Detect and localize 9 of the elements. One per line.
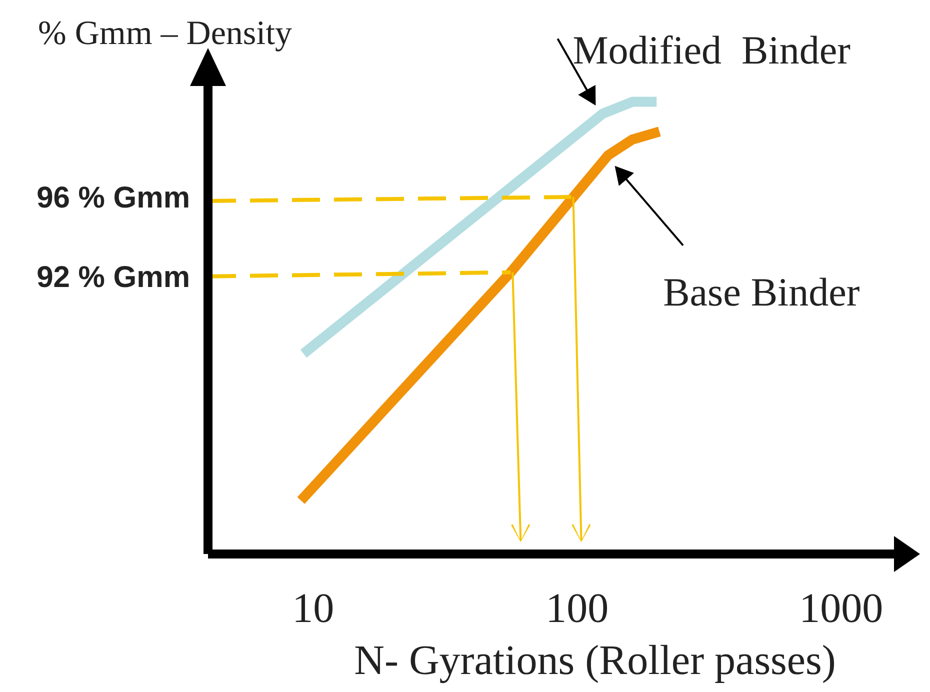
- x-tick-label: 100: [546, 586, 609, 632]
- y-tick-label: 96 % Gmm: [36, 182, 190, 215]
- x-tick-label: 10: [292, 586, 334, 632]
- series-label: Modified Binder: [572, 28, 850, 73]
- text: Base Binder: [663, 269, 860, 314]
- y-tick-label: 92 % Gmm: [36, 260, 190, 294]
- x-tick-label: 1000: [799, 586, 884, 632]
- y-axis-title: % Gmm – Density: [38, 15, 292, 52]
- x-axis-title: N- Gyrations (Roller passes): [354, 638, 836, 684]
